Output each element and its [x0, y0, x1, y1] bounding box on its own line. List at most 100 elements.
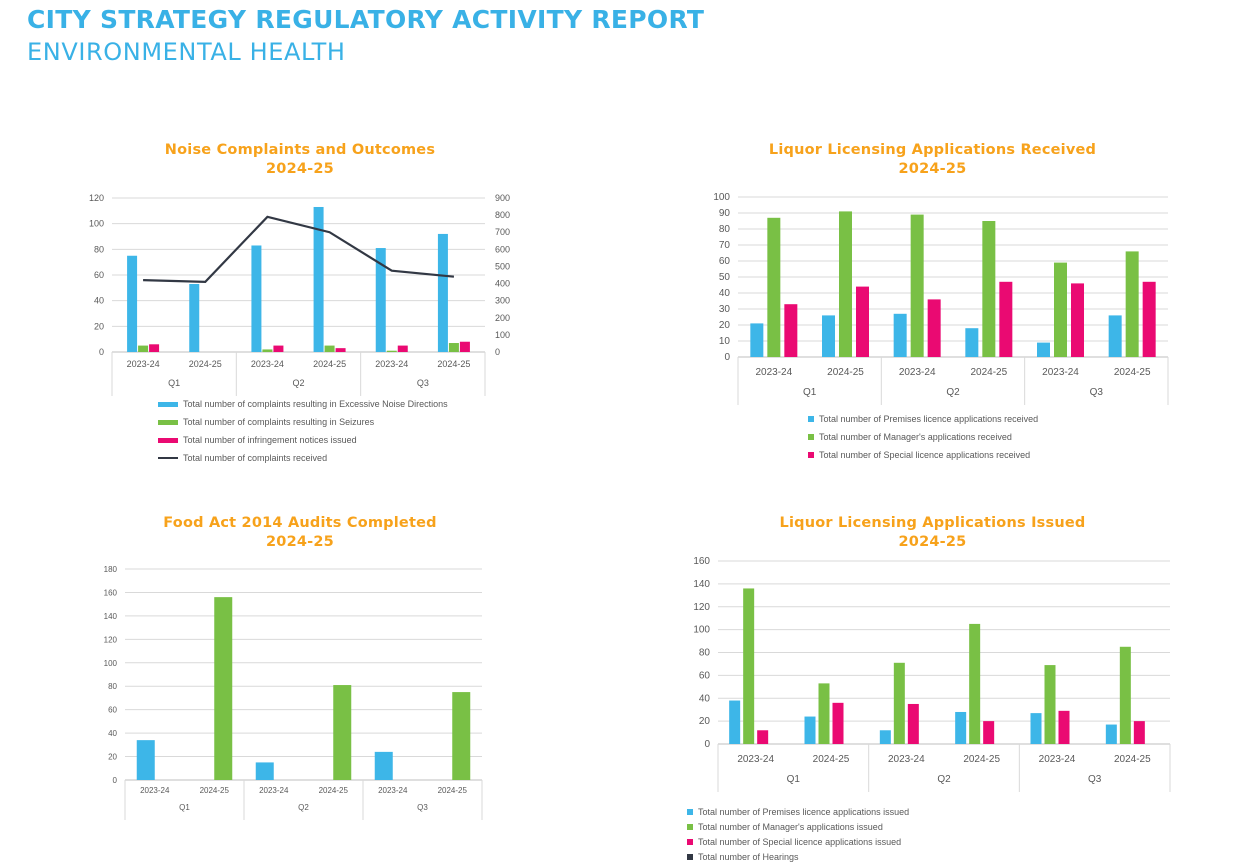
bar [893, 313, 907, 357]
bar [1105, 724, 1117, 744]
chart-title: Liquor Licensing Applications Received 2… [690, 141, 1175, 179]
y2-tick-label: 500 [495, 261, 510, 271]
y-tick-label: 0 [704, 739, 710, 750]
chart-title-line: 2024-25 [898, 161, 967, 177]
chart-title: Food Act 2014 Audits Completed 2024-25 [60, 514, 540, 552]
legend-item: Total number of Manager's applications r… [808, 428, 1038, 446]
bar [832, 702, 844, 744]
y-tick-label: 100 [104, 659, 118, 668]
y-tick-label: 20 [719, 320, 731, 331]
y-tick-label: 20 [94, 321, 104, 331]
x-tick-label: 2023-24 [755, 367, 792, 378]
bar [386, 350, 397, 352]
y-tick-label: 40 [108, 729, 117, 738]
bar [999, 281, 1013, 357]
legend-item: Total number of Manager's applications i… [687, 819, 909, 834]
legend-label: Total number of complaints received [183, 453, 328, 463]
chart-legend: Total number of Premises licence applica… [808, 410, 1038, 464]
y2-tick-label: 900 [495, 193, 510, 203]
bar [750, 323, 764, 357]
bar [983, 721, 995, 744]
bar [459, 341, 470, 352]
legend-label: Total number of complaints resulting in … [183, 417, 375, 427]
legend-label: Total number of infringement notices iss… [183, 435, 357, 445]
legend-label: Total number of complaints resulting in … [183, 399, 448, 409]
liquor-received-chart-panel: Liquor Licensing Applications Received 2… [690, 140, 1175, 480]
bar [127, 255, 138, 352]
legend-item: Total number of Premises licence applica… [687, 804, 909, 819]
bar [1054, 262, 1067, 357]
bar [255, 762, 274, 780]
y-tick-label: 180 [104, 565, 118, 574]
legend-item: Total number of complaints resulting in … [158, 395, 448, 413]
legend-swatch [158, 457, 178, 459]
bar [333, 685, 352, 780]
food-audits-chart: 0 20 40 60 80 100 120 140 160 180 2023-24 2024-25 20… [104, 565, 483, 820]
y-tick-label: 40 [719, 288, 731, 299]
y-tick-label: 20 [108, 753, 117, 762]
liquor-received-chart: 0 10 20 30 40 50 60 70 80 90 100 2023-24 2024-25 2023… [713, 192, 1169, 405]
bar [804, 716, 816, 744]
bar [214, 597, 233, 780]
bar [784, 304, 798, 357]
bar [982, 221, 996, 357]
bar [927, 299, 941, 357]
bar [907, 703, 919, 744]
y-tick-label: 70 [719, 240, 731, 251]
y-tick-label: 120 [104, 635, 118, 644]
y-tick-label: 20 [699, 716, 711, 727]
y-tick-label: 80 [719, 224, 731, 235]
y2-tick-label: 0 [495, 347, 500, 357]
group-label: Q2 [937, 774, 951, 785]
legend-item: Total number of complaints resulting in … [158, 413, 448, 431]
bar [189, 283, 200, 352]
x-tick-label: 2024-25 [319, 786, 349, 795]
bar [1044, 665, 1056, 744]
legend-label: Total number of Special licence applicat… [698, 836, 902, 847]
y-tick-label: 60 [719, 256, 731, 267]
legend-swatch [687, 838, 693, 845]
legend-item: Total number of complaints received [158, 449, 448, 467]
bar [1119, 646, 1131, 744]
bar [818, 683, 830, 744]
bar [1125, 251, 1139, 357]
bar [1030, 713, 1042, 744]
y-tick-label: 120 [89, 193, 104, 203]
x-tick-label: 2023-24 [259, 786, 289, 795]
bar [822, 315, 835, 357]
y-tick-label: 30 [719, 304, 731, 315]
bar [273, 345, 284, 352]
x-tick-label: 2024-25 [813, 754, 850, 765]
y2-tick-label: 400 [495, 279, 510, 289]
chart-title-line: 2024-25 [266, 534, 334, 550]
x-tick-label: 2024-25 [313, 359, 346, 369]
y-tick-label: 0 [113, 776, 118, 785]
bar [374, 751, 393, 780]
bar [375, 248, 386, 352]
x-tick-label: 2024-25 [963, 754, 1000, 765]
liquor-issued-chart-panel: Liquor Licensing Applications Issued 202… [687, 514, 1175, 863]
legend-label: Total number of Manager's applications r… [819, 432, 1012, 442]
bar [893, 662, 905, 744]
bar [313, 206, 324, 352]
y-tick-label: 140 [104, 612, 118, 621]
bar [743, 588, 755, 744]
y-tick-label: 100 [713, 192, 730, 203]
report-title: CITY STRATEGY REGULATORY ACTIVITY REPORT [27, 5, 705, 34]
chart-title-line: Liquor Licensing Applications Issued [779, 515, 1086, 531]
bar [136, 740, 155, 780]
x-tick-label: 2023-24 [127, 359, 160, 369]
noise-chart-panel: Noise Complaints and Outcomes 2024-25 0 2… [60, 140, 540, 480]
bar [251, 245, 262, 352]
chart-title: Noise Complaints and Outcomes 2024-25 [60, 141, 540, 179]
y-tick-label: 100 [89, 219, 104, 229]
y2-tick-label: 100 [495, 330, 510, 340]
group-label: Q1 [168, 378, 180, 388]
food-audits-chart-panel: Food Act 2014 Audits Completed 2024-25 0… [60, 514, 540, 834]
legend-label: Total number of Hearings [698, 851, 799, 862]
legend-swatch [808, 434, 814, 440]
bar [138, 345, 149, 352]
bar [1037, 342, 1050, 357]
x-tick-label: 2024-25 [1114, 367, 1151, 378]
legend-item: Total number of infringement notices iss… [158, 431, 448, 449]
